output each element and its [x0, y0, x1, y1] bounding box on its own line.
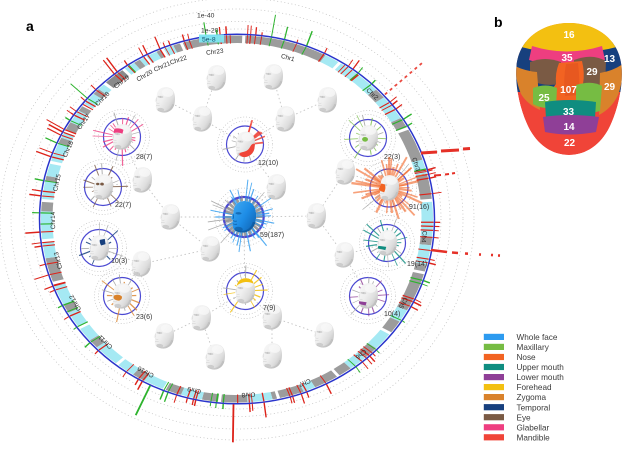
- svg-text:7(9): 7(9): [263, 305, 275, 312]
- svg-text:Glabellar: Glabellar: [517, 423, 550, 432]
- svg-text:14: 14: [563, 122, 575, 133]
- svg-text:Chr8: Chr8: [241, 390, 256, 398]
- svg-text:Mandible: Mandible: [517, 433, 551, 442]
- svg-text:1e-20: 1e-20: [201, 28, 219, 35]
- svg-text:Upper mouth: Upper mouth: [517, 363, 565, 372]
- svg-text:10(4): 10(4): [384, 311, 400, 318]
- svg-text:22: 22: [564, 138, 576, 149]
- svg-text:Temporal: Temporal: [517, 403, 551, 412]
- svg-text:107: 107: [560, 85, 577, 96]
- svg-text:b: b: [494, 14, 503, 30]
- svg-text:a: a: [26, 18, 34, 34]
- svg-text:29: 29: [604, 82, 616, 93]
- svg-text:Forehead: Forehead: [517, 383, 552, 392]
- svg-text:91(16): 91(16): [409, 204, 429, 211]
- svg-text:Maxillary: Maxillary: [517, 343, 550, 352]
- svg-text:22(7): 22(7): [115, 202, 131, 209]
- svg-text:28(7): 28(7): [136, 154, 152, 161]
- svg-text:1e-40: 1e-40: [197, 13, 215, 20]
- svg-text:Chr14: Chr14: [50, 211, 57, 229]
- svg-text:29: 29: [586, 67, 598, 78]
- svg-text:59(187): 59(187): [260, 232, 284, 239]
- svg-text:12(10): 12(10): [258, 160, 278, 167]
- svg-text:Zygoma: Zygoma: [517, 393, 547, 402]
- svg-text:16: 16: [563, 30, 575, 41]
- svg-text:19(14): 19(14): [407, 261, 427, 268]
- svg-text:Lower mouth: Lower mouth: [517, 373, 565, 382]
- svg-text:35: 35: [561, 53, 573, 64]
- svg-text:25: 25: [538, 93, 550, 104]
- svg-text:Whole face: Whole face: [517, 333, 558, 342]
- svg-text:13: 13: [604, 54, 616, 65]
- svg-text:23(6): 23(6): [136, 314, 152, 321]
- svg-text:10(3): 10(3): [111, 258, 127, 265]
- svg-text:5e-8: 5e-8: [202, 37, 216, 44]
- svg-text:33: 33: [563, 107, 575, 118]
- svg-text:Eye: Eye: [517, 413, 532, 422]
- svg-text:Nose: Nose: [517, 353, 537, 362]
- svg-text:Ch4: Ch4: [419, 230, 427, 243]
